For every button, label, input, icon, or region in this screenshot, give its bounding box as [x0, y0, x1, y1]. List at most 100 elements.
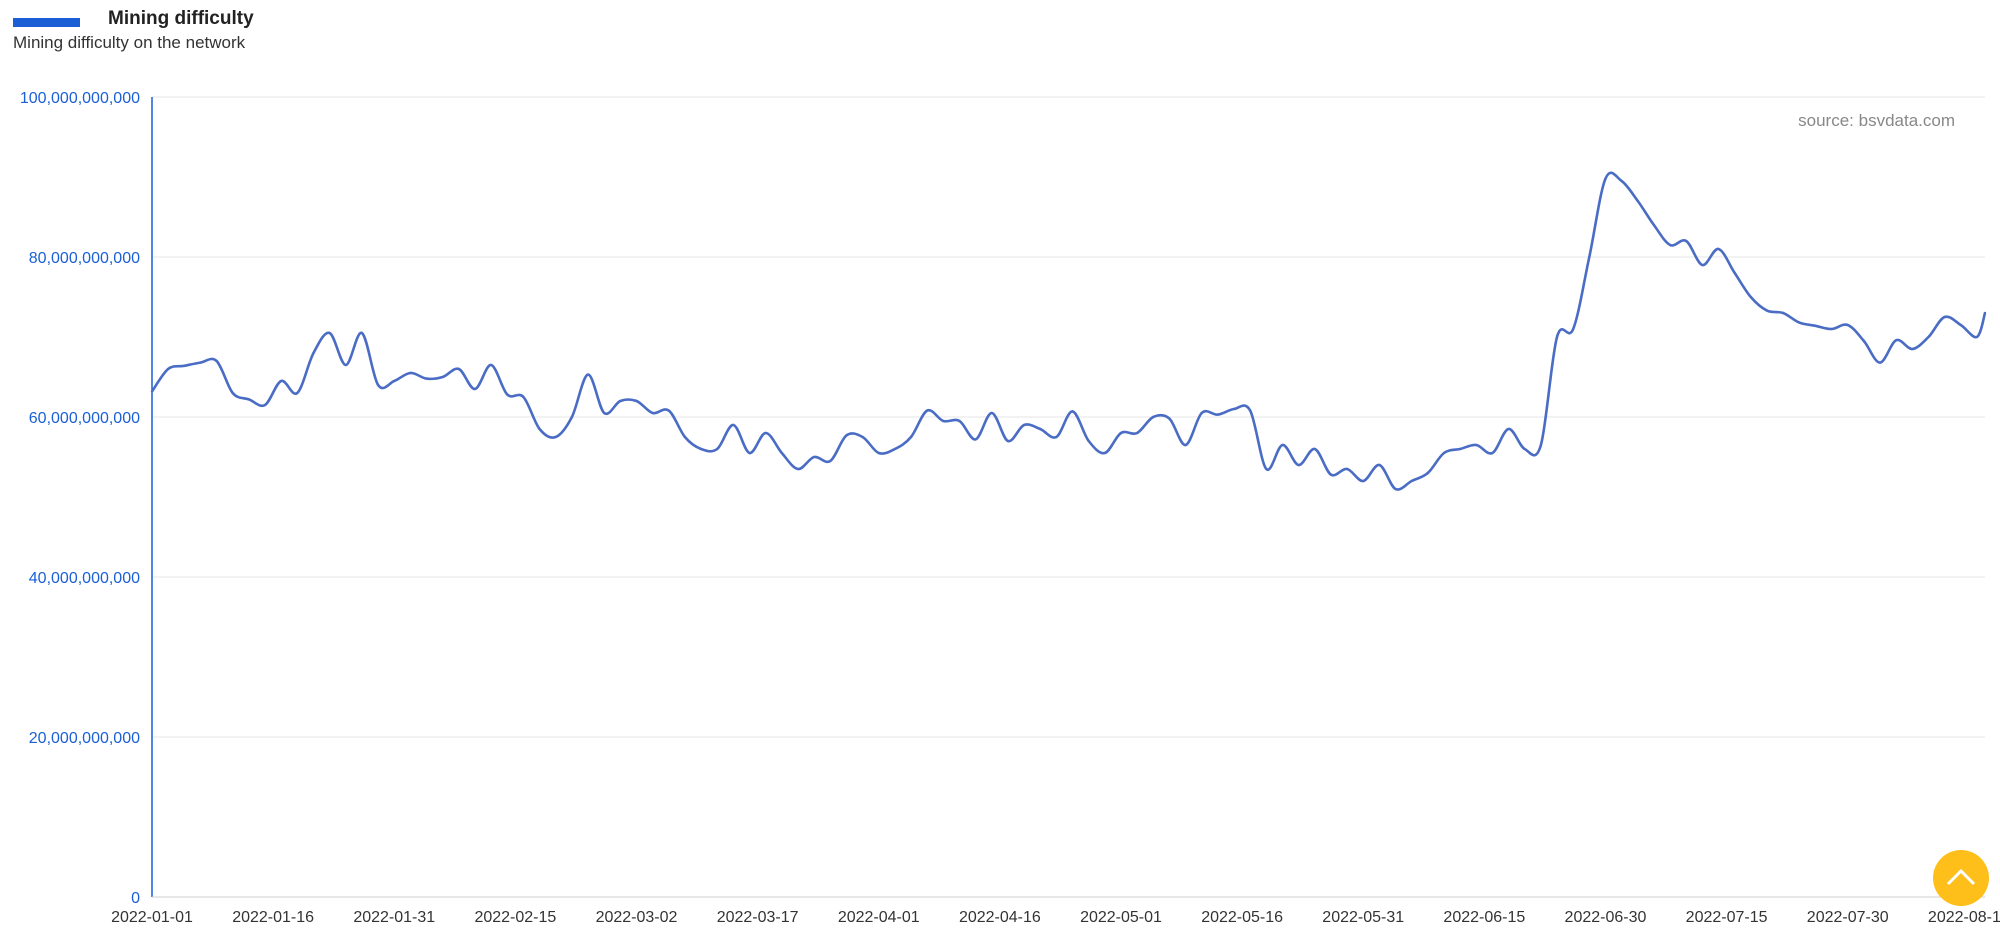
data-point: [247, 398, 251, 401]
data-point: [1410, 479, 1413, 483]
y-tick-label: 20,000,000,000: [29, 730, 140, 747]
data-point: [570, 415, 574, 419]
data-point: [1983, 311, 1987, 315]
data-point: [263, 403, 267, 407]
y-tick-label: 40,000,000,000: [29, 570, 140, 587]
data-point: [522, 395, 525, 399]
x-axis-ticks: 2022-01-01 2022-01-16 2022-01-31 2022-02-15…: [111, 909, 2000, 926]
data-point: [1555, 335, 1559, 339]
y-axis-ticks: 0 20,000,000,000 40,000,000,000 60,000,000,…: [20, 90, 140, 907]
data-point: [716, 447, 719, 451]
data-point: [619, 399, 622, 403]
legend-title: Mining difficulty: [108, 8, 254, 29]
chevron-up-icon: [1946, 868, 1976, 886]
data-point: [1878, 361, 1882, 364]
data-point: [1846, 323, 1849, 327]
data-point: [489, 363, 493, 367]
x-tick-label: 2022-04-01: [838, 909, 920, 926]
data-point: [166, 367, 170, 371]
y-tick-label: 100,000,000,000: [20, 90, 140, 107]
data-point: [425, 377, 428, 380]
x-tick-label: 2022-04-16: [959, 909, 1041, 926]
data-point: [748, 451, 751, 455]
data-point: [1232, 407, 1236, 411]
data-point: [1426, 471, 1430, 475]
data-point: [1975, 335, 1979, 339]
data-point: [312, 351, 315, 355]
data-point: [1765, 309, 1769, 312]
x-tick-label: 2022-07-15: [1686, 909, 1768, 926]
data-point: [1814, 324, 1817, 327]
legend-swatch: [13, 18, 80, 27]
data-point: [877, 451, 880, 455]
data-point: [1668, 243, 1672, 247]
x-tick-label: 2022-01-16: [232, 909, 314, 926]
data-point: [586, 373, 590, 376]
data-point: [1022, 423, 1026, 427]
data-point: [344, 363, 347, 367]
series-line-mining-difficulty[interactable]: [150, 171, 1987, 491]
data-point: [1362, 479, 1365, 483]
data-point: [1345, 467, 1349, 471]
data-point: [199, 361, 202, 364]
data-point: [990, 411, 993, 415]
data-point: [1507, 427, 1510, 431]
data-point: [1911, 347, 1914, 351]
data-point: [974, 438, 977, 441]
data-point: [893, 447, 897, 451]
data-point: [1927, 335, 1930, 339]
x-tick-label: 2022-05-01: [1080, 909, 1162, 926]
data-point: [183, 364, 186, 367]
data-point: [1572, 327, 1575, 331]
data-point: [1798, 321, 1801, 324]
data-point: [845, 434, 848, 437]
data-point: [231, 391, 234, 395]
data-point: [829, 459, 832, 463]
legend-subtitle: Mining difficulty on the network: [13, 33, 246, 52]
x-tick-label: 2022-06-30: [1565, 909, 1647, 926]
data-point: [1523, 447, 1526, 451]
data-point: [1378, 463, 1381, 467]
data-point: [506, 393, 509, 396]
data-point: [296, 391, 299, 395]
data-point: [1394, 487, 1397, 491]
data-point: [360, 331, 364, 335]
data-point: [1184, 443, 1187, 447]
data-point: [1701, 263, 1704, 267]
data-point: [1959, 323, 1963, 327]
x-tick-label: 2022-08-14: [1928, 909, 2000, 926]
x-tick-label: 2022-07-30: [1807, 909, 1889, 926]
data-point: [1781, 311, 1785, 315]
y-tick-label: 80,000,000,000: [29, 250, 140, 267]
data-point: [1491, 451, 1494, 455]
x-tick-label: 2022-05-16: [1201, 909, 1283, 926]
data-point: [683, 435, 687, 439]
scroll-top-button[interactable]: [1933, 850, 1989, 906]
data-point: [732, 423, 735, 427]
data-point: [393, 379, 396, 383]
data-point: [473, 387, 477, 391]
data-point: [1119, 431, 1123, 435]
data-point: [538, 427, 541, 431]
data-point: [1442, 451, 1446, 455]
x-tick-label: 2022-05-31: [1322, 909, 1404, 926]
data-point: [1652, 223, 1656, 227]
data-point: [1458, 447, 1462, 451]
data-point: [1636, 199, 1640, 203]
data-point: [280, 379, 283, 383]
x-tick-label: 2022-02-15: [474, 909, 556, 926]
data-point: [1685, 239, 1688, 243]
data-point: [1103, 451, 1107, 455]
data-point: [635, 399, 638, 403]
x-tick-label: 2022-06-15: [1443, 909, 1525, 926]
data-point: [1135, 431, 1139, 435]
data-point: [150, 390, 154, 393]
data-point: [1087, 439, 1090, 443]
data-point: [1604, 177, 1607, 180]
source-note[interactable]: source: bsvdata.com: [1798, 111, 1955, 130]
x-tick-label: 2022-03-02: [596, 909, 678, 926]
data-point: [1313, 447, 1317, 451]
data-point: [651, 411, 654, 415]
data-point: [812, 455, 816, 459]
